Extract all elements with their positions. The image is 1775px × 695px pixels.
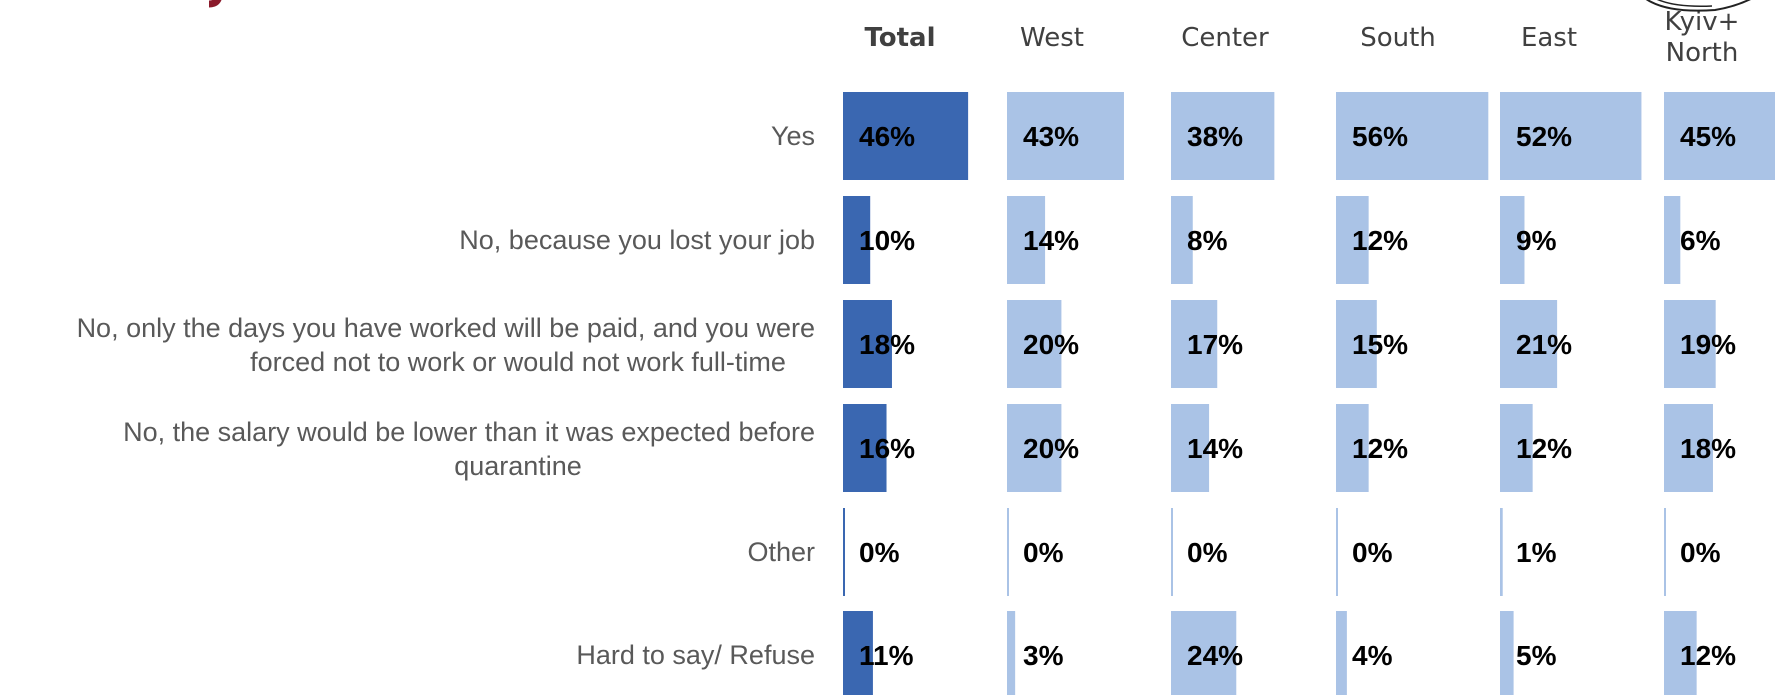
row-labels: Yes No, because you lost your job No, only… — [77, 121, 815, 670]
bar-center-5 — [1171, 508, 1173, 596]
column-header-east: East — [1521, 23, 1577, 53]
value-label-east-4: 12% — [1516, 433, 1572, 464]
value-label-south-2: 12% — [1352, 225, 1408, 256]
value-label-total-2: 10% — [859, 225, 915, 256]
value-label-east-5: 1% — [1516, 537, 1557, 568]
value-label-total-1: 46% — [859, 121, 915, 152]
bar-east-3 — [1500, 300, 1558, 388]
value-label-east-2: 9% — [1516, 225, 1557, 256]
value-label-west-1: 43% — [1023, 121, 1079, 152]
bar-west-5 — [1007, 508, 1009, 596]
value-labels: 46% 10% 18% 16% 0% 11% 43% 14% 20% 20% 0% 3% 38% 8% 17… — [859, 121, 1736, 671]
value-label-center-2: 8% — [1187, 225, 1228, 256]
column-header-center: Center — [1181, 23, 1269, 53]
bar-south-3 — [1336, 300, 1377, 388]
column-headers: Total West Center South East Kyiv+ North — [864, 7, 1739, 68]
value-label-kyiv-north-1: 45% — [1680, 121, 1736, 152]
value-label-center-6: 24% — [1187, 640, 1243, 671]
row-label-5: Other — [747, 537, 815, 567]
value-label-east-1: 52% — [1516, 121, 1572, 152]
row-label-3: No, only the days you have worked will b… — [77, 313, 815, 377]
bar-west-3 — [1007, 300, 1062, 388]
value-label-south-5: 0% — [1352, 537, 1393, 568]
column-header-south: South — [1360, 23, 1436, 53]
bar-south-6 — [1336, 611, 1347, 695]
value-label-east-6: 5% — [1516, 640, 1557, 671]
value-label-south-1: 56% — [1352, 121, 1408, 152]
bar-south-2 — [1336, 196, 1369, 284]
value-label-west-3: 20% — [1023, 329, 1079, 360]
bar-east-1 — [1500, 92, 1642, 180]
value-label-total-6: 11% — [859, 640, 914, 671]
column-header-total: Total — [864, 23, 935, 53]
value-label-total-4: 16% — [859, 433, 915, 464]
bar-kyiv-north-5 — [1664, 508, 1666, 596]
value-label-center-5: 0% — [1187, 537, 1228, 568]
bar-center-4 — [1171, 404, 1210, 492]
value-label-west-5: 0% — [1023, 537, 1064, 568]
value-label-south-4: 12% — [1352, 433, 1408, 464]
bar-kyiv-north-4 — [1664, 404, 1713, 492]
bar-west-4 — [1007, 404, 1062, 492]
value-label-center-4: 14% — [1187, 433, 1243, 464]
value-label-east-3: 21% — [1516, 329, 1572, 360]
value-label-south-6: 4% — [1352, 640, 1393, 671]
bar-total-6 — [843, 611, 873, 695]
bar-kyiv-north-6 — [1664, 611, 1697, 695]
bar-kyiv-north-2 — [1664, 196, 1681, 284]
value-label-west-2: 14% — [1023, 225, 1079, 256]
bar-west-2 — [1007, 196, 1046, 284]
value-label-west-4: 20% — [1023, 433, 1079, 464]
row-label-6: Hard to say/ Refuse — [576, 640, 815, 670]
bar-center-3 — [1171, 300, 1218, 388]
value-label-total-5: 0% — [859, 537, 900, 568]
column-header-kyiv-north: Kyiv+ North — [1665, 7, 1740, 68]
row-label-1: Yes — [771, 121, 815, 151]
logo-fragment — [1645, 0, 1751, 12]
bar-east-4 — [1500, 404, 1533, 492]
bars — [843, 92, 1775, 695]
bar-center-6 — [1171, 611, 1237, 695]
bar-center-2 — [1171, 196, 1193, 284]
bar-south-1 — [1336, 92, 1489, 180]
bar-east-5 — [1500, 508, 1503, 596]
title-fragment — [205, 0, 233, 10]
bar-total-4 — [843, 404, 887, 492]
bar-south-4 — [1336, 404, 1369, 492]
bar-east-2 — [1500, 196, 1525, 284]
row-label-4: No, the salary would be lower than it wa… — [123, 417, 815, 481]
value-label-kyiv-north-6: 12% — [1680, 640, 1736, 671]
value-label-south-3: 15% — [1352, 329, 1408, 360]
value-label-center-1: 38% — [1187, 121, 1243, 152]
bar-west-1 — [1007, 92, 1124, 180]
bar-kyiv-north-3 — [1664, 300, 1716, 388]
value-label-kyiv-north-2: 6% — [1680, 225, 1721, 256]
column-header-west: West — [1020, 23, 1084, 53]
bar-total-1 — [843, 92, 969, 180]
value-label-kyiv-north-3: 19% — [1680, 329, 1736, 360]
bar-center-1 — [1171, 92, 1275, 180]
bar-total-3 — [843, 300, 892, 388]
bar-west-6 — [1007, 611, 1016, 695]
bar-total-2 — [843, 196, 871, 284]
row-label-2: No, because you lost your job — [459, 225, 815, 255]
value-label-center-3: 17% — [1187, 329, 1243, 360]
bar-south-5 — [1336, 508, 1338, 596]
value-label-kyiv-north-5: 0% — [1680, 537, 1721, 568]
value-label-west-6: 3% — [1023, 640, 1064, 671]
bar-total-5 — [843, 508, 845, 596]
value-label-total-3: 18% — [859, 329, 915, 360]
bar-east-6 — [1500, 611, 1514, 695]
bar-kyiv-north-1 — [1664, 92, 1775, 180]
value-label-kyiv-north-4: 18% — [1680, 433, 1736, 464]
